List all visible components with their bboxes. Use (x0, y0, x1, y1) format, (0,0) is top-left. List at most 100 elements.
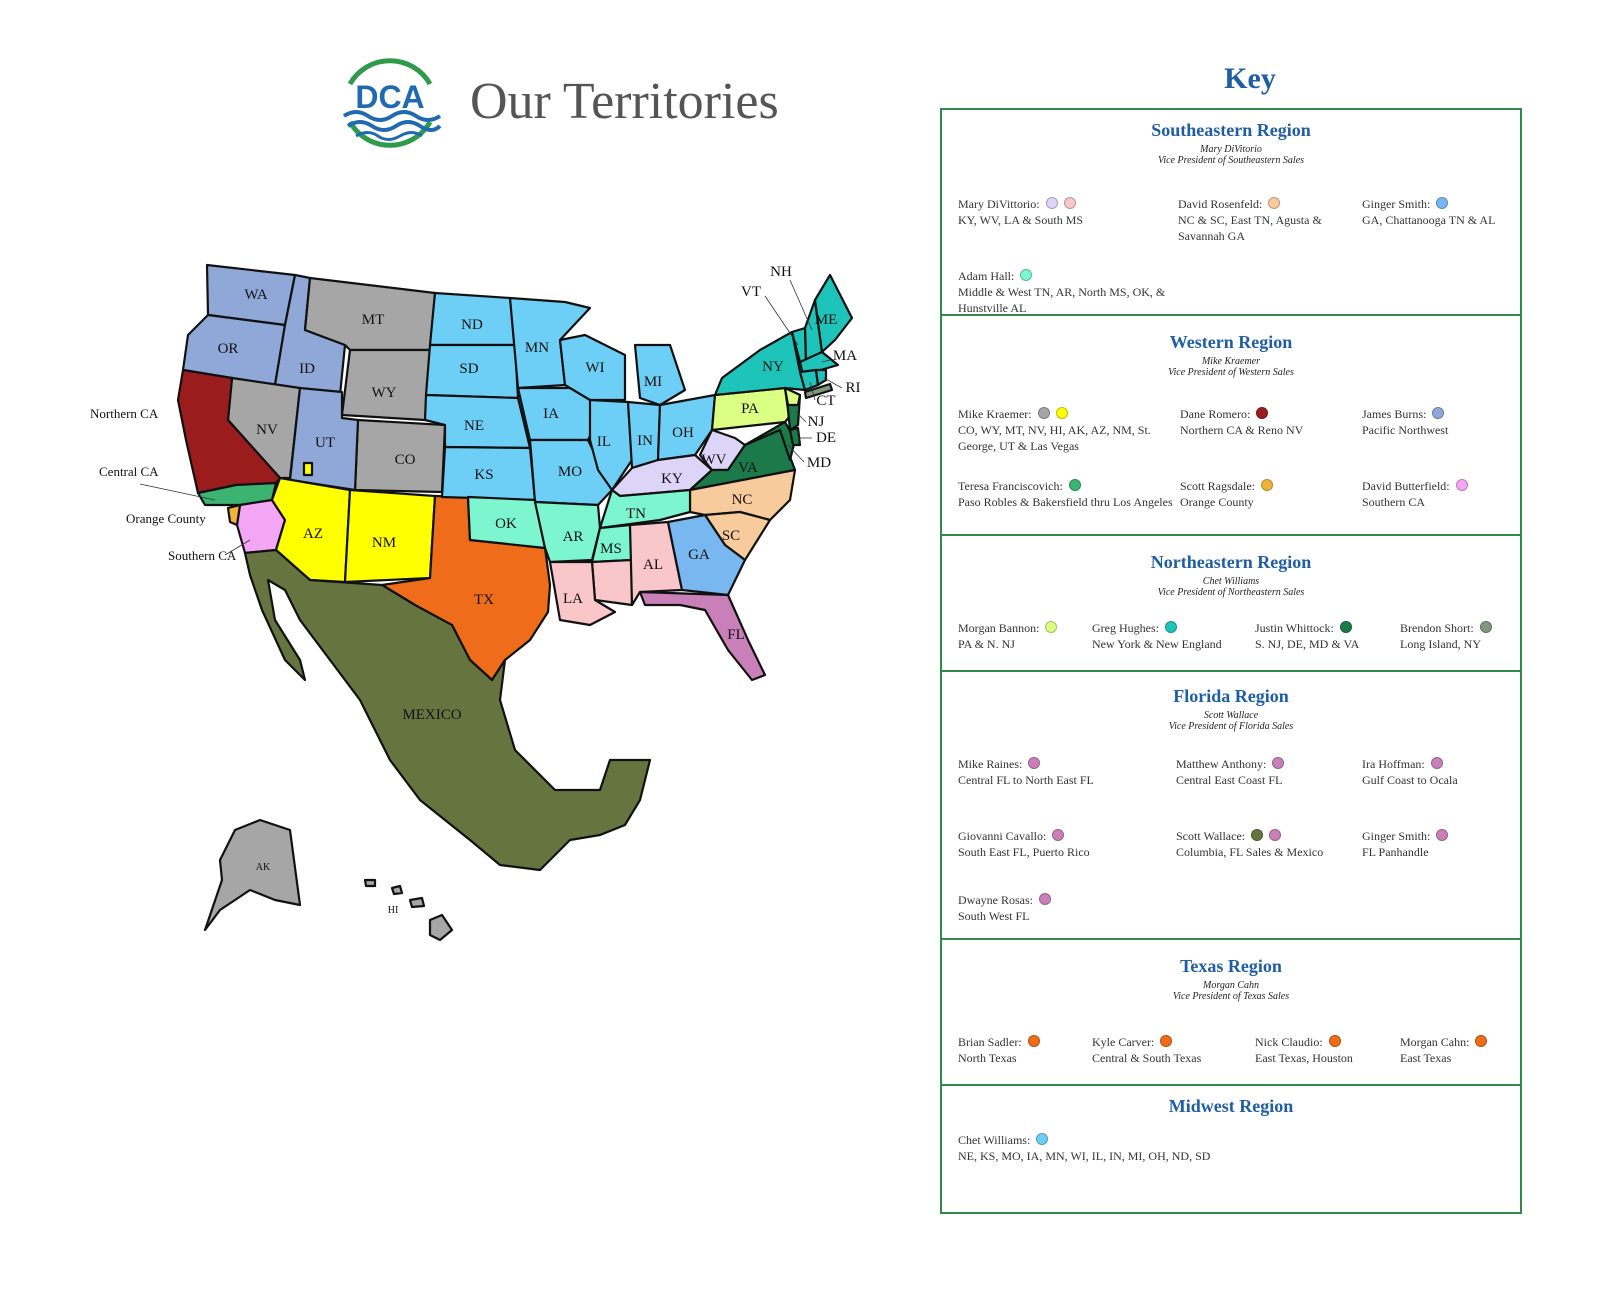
color-swatch (1436, 197, 1449, 209)
region-title: Western Region (1169, 332, 1293, 352)
label-or: OR (218, 341, 239, 357)
region-long-island[interactable] (803, 382, 834, 400)
state-mo[interactable] (528, 438, 614, 507)
state-fl[interactable] (638, 590, 767, 682)
label-mt: MT (362, 312, 385, 328)
color-swatch (1037, 407, 1050, 419)
state-wi[interactable] (558, 333, 627, 402)
key-entry: Adam Hall: Middle & West TN, AR, North MS… (958, 268, 1177, 316)
color-swatch (1268, 197, 1281, 209)
rep-name: Adam Hall: (958, 269, 1015, 283)
label-md: MD (807, 455, 831, 471)
color-swatch (1256, 407, 1269, 419)
rep-name: Kyle Carver: (1092, 1035, 1155, 1049)
state-hi-small-3[interactable] (363, 878, 377, 888)
label-vt: VT (741, 284, 761, 300)
label-ok: OK (495, 516, 517, 532)
state-oh[interactable] (656, 393, 717, 462)
label-fl: FL (727, 627, 745, 643)
rep-territory: NE, KS, MO, IA, MN, WI, IL, IN, MI, OH, … (958, 1149, 1211, 1163)
leader-md (787, 444, 805, 463)
rep-territory: South West FL (958, 909, 1030, 923)
color-swatch (1251, 829, 1264, 841)
region-orange-county[interactable] (226, 503, 242, 527)
state-ri[interactable] (814, 368, 828, 387)
state-la[interactable] (548, 560, 617, 627)
state-hi-small-2[interactable] (408, 896, 426, 909)
color-swatch (1020, 269, 1033, 281)
region-north-nj[interactable] (783, 386, 802, 407)
state-ak[interactable] (203, 818, 302, 932)
state-me[interactable] (813, 273, 854, 354)
region-title: Northeastern Region (1150, 552, 1312, 572)
vp-title: Vice President of Western Sales (1168, 367, 1294, 378)
color-swatch (1455, 479, 1468, 491)
color-swatch (1052, 829, 1065, 841)
rep-name: Scott Ragsdale: (1180, 479, 1255, 493)
label-mexico: MEXICO (402, 707, 461, 723)
rep-name: Mary DiVittorio: (958, 197, 1040, 211)
color-swatch (1328, 1035, 1341, 1047)
vp-title: Vice President of Southeastern Sales (1157, 155, 1305, 166)
vp-name: Scott Wallace (1203, 710, 1259, 721)
label-ia: IA (543, 406, 559, 422)
rep-territory: Paso Robles & Bakersfield thru Los Angel… (958, 495, 1173, 509)
rep-territory: Middle & West TN, AR, North MS, OK, & Hu… (958, 285, 1166, 315)
state-hi-small-1[interactable] (390, 884, 404, 896)
color-swatch (1475, 1035, 1488, 1047)
rep-territory: Orange County (1180, 495, 1254, 509)
state-ga[interactable] (666, 513, 747, 597)
label-id: ID (299, 361, 315, 377)
region-south-ms[interactable] (590, 558, 634, 607)
key-entry: Dwayne Rosas: South West FL (958, 892, 1167, 924)
territory-key: Southeastern Region Mary DiVitorio Vice Pr… (940, 108, 1522, 1214)
label-wi: WI (585, 360, 604, 376)
color-swatch (1261, 479, 1273, 491)
key-entry: Teresa Franciscovich: Paso Robles & Baker… (958, 478, 1177, 510)
rep-territory: East Texas (1400, 1051, 1452, 1065)
vp-title: Vice President of Northeastern Sales (1157, 587, 1305, 598)
vp-name: Morgan Cahn (1202, 980, 1260, 991)
region-vp: Morgan Cahn Vice President of Texas Sales (942, 980, 1520, 1002)
region-western-region: Western Region Mike Kraemer Vice President… (942, 316, 1520, 536)
label-nv: NV (256, 422, 278, 438)
vp-title: Vice President of Florida Sales (1168, 721, 1294, 732)
key-entry: Justin Whittock: S. NJ, DE, MD & VA (1255, 620, 1392, 652)
rep-name: Scott Wallace: (1176, 829, 1246, 843)
rep-territory: Northern CA & Reno NV (1180, 423, 1304, 437)
state-al[interactable] (628, 520, 684, 607)
rep-territory: Columbia, FL Sales & Mexico (1176, 845, 1324, 859)
region-vp: Mike Kraemer Vice President of Western Sa… (942, 356, 1520, 378)
rep-territory: Long Island, NY (1400, 637, 1481, 651)
key-entry: Brian Sadler: North Texas (958, 1034, 1077, 1066)
state-de[interactable] (788, 426, 802, 447)
callout-central-ca: Central CA (99, 464, 159, 479)
label-hi: HI (388, 905, 399, 916)
rep-territory: Central East Coast FL (1176, 773, 1283, 787)
rep-name: Ginger Smith: (1362, 829, 1431, 843)
key-entry: Nick Claudio: East Texas, Houston (1255, 1034, 1392, 1066)
region-florida-region: Florida Region Scott Wallace Vice Presiden… (942, 672, 1520, 940)
region-vp: Mary DiVitorio Vice President of Southeas… (942, 144, 1520, 166)
state-mi[interactable] (633, 343, 687, 407)
rep-name: Giovanni Cavallo: (958, 829, 1047, 843)
rep-territory: S. NJ, DE, MD & VA (1255, 637, 1360, 651)
logo-text: DCA (355, 79, 424, 115)
label-il: IL (597, 434, 611, 450)
rep-territory: Central FL to North East FL (958, 773, 1094, 787)
rep-territory: FL Panhandle (1362, 845, 1429, 859)
state-ny[interactable] (713, 330, 807, 397)
vp-name: Chet Williams (1202, 576, 1260, 587)
label-la: LA (563, 591, 583, 607)
color-swatch (1027, 1035, 1040, 1047)
label-al: AL (643, 557, 663, 573)
key-entry: Dane Romero: Northern CA & Reno NV (1180, 406, 1352, 438)
key-entry: Kyle Carver: Central & South Texas (1092, 1034, 1237, 1066)
region-southeastern-region: Southeastern Region Mary DiVitorio Vice Pr… (942, 110, 1520, 316)
state-hi-big[interactable] (428, 913, 454, 942)
color-swatch (1039, 893, 1051, 905)
region-texas-region: Texas Region Morgan Cahn Vice President of… (942, 940, 1520, 1086)
color-swatch (1339, 621, 1352, 633)
country-mexico[interactable] (243, 548, 652, 872)
key-entry: Morgan Bannon: PA & N. NJ (958, 620, 1077, 652)
